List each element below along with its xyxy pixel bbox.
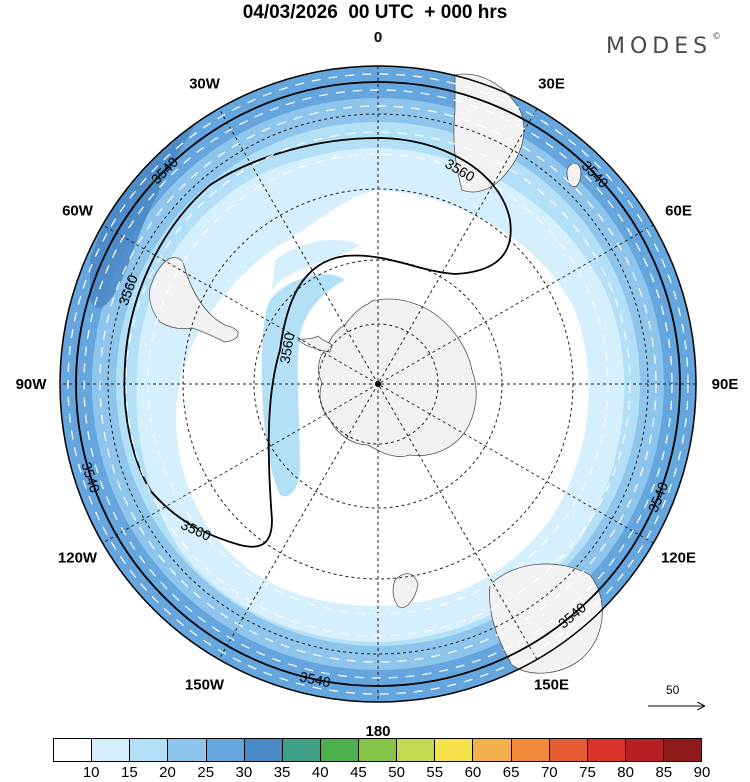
colorbar-label-45: 45 [350,764,367,781]
colorbar-label-75: 75 [579,764,596,781]
height-contours [75,81,681,687]
colorbar-swatch-2 [130,739,169,761]
lon-label-180: 180 [365,723,390,740]
antarctica [297,298,477,457]
colorbar-swatch-0 [54,739,93,761]
antarctic-peninsula [297,335,333,353]
colorbar-labels: 10 15 20 25 30 35 40 45 50 55 60 65 70 75 80 85 90 [53,764,711,782]
brand-mark: © [712,32,722,42]
streamline-3 [99,105,657,663]
colorbar-swatch-1 [92,739,131,761]
colorbar-swatch-4 [206,739,245,761]
lon-label-120w: 120W [58,550,98,567]
lon-label-0: 0 [374,29,382,46]
lon-label-60w: 60W [62,203,94,220]
colorbar-label-35: 35 [273,764,291,781]
colorbar-label-40: 40 [311,764,329,781]
streamline-4 [125,131,631,637]
brand-name: MODES [606,34,713,59]
brand-logo: MODES© [606,32,722,59]
colorbar-swatch-8 [359,739,398,761]
colorbar-label-50: 50 [388,764,405,781]
colorbar-label-70: 70 [540,764,558,781]
lon-label-30w: 30W [189,76,221,93]
colorbar-label-15: 15 [121,764,138,781]
colorbar-swatch-12 [511,739,550,761]
lon-label-90w: 90W [16,376,48,393]
new-zealand [392,573,419,608]
colorbar-swatch-6 [282,739,321,761]
madagascar [566,163,582,188]
colorbar-swatch-11 [473,739,512,761]
colorbar-swatch-16 [664,739,702,761]
contour-3540 [75,81,681,687]
antarctica-landmass [318,298,477,457]
colorbar-swatch-15 [625,739,664,761]
colorbar-swatch-9 [397,739,436,761]
colorbar-label-20: 20 [159,764,176,781]
colorbar-swatch-10 [435,739,474,761]
shade-band-35-nw [90,100,210,308]
colorbar-label-10: 10 [82,764,100,781]
colorbar-swatch-7 [320,739,359,761]
colorbar-label-30: 30 [235,764,253,781]
lon-label-150e: 150E [534,677,569,694]
colorbar-label-25: 25 [197,764,215,781]
lon-label-60e: 60E [665,203,692,220]
streamline-1 [67,73,689,695]
australia [489,563,603,674]
contour-label-3560-inner: 3560 [276,331,297,365]
colorbar-swatch-3 [168,739,207,761]
colorbar-swatch-5 [244,739,283,761]
reference-vector-label: 50 [666,683,680,697]
colorbar-label-90: 90 [693,764,711,781]
colorbar-label-85: 85 [655,764,673,781]
colorbar-label-80: 80 [617,764,634,781]
south-pole-dot [375,381,381,387]
streamline-2 [83,89,673,679]
contour-3560 [123,137,512,548]
colorbar [53,738,702,762]
outer-boundary [59,65,697,703]
lon-label-120e: 120E [661,550,696,567]
streamline-5 [147,153,609,615]
colorbar-label-65: 65 [502,764,520,781]
longitude-labels: 0 30E 60E 90E 120E 150E 180 150W 120W 90W 60W 30W [16,29,739,740]
colorbar-label-60: 60 [464,764,482,781]
lon-label-90e: 90E [712,376,739,393]
colorbar-swatch-14 [587,739,626,761]
lon-label-30e: 30E [538,76,565,93]
continents [149,73,603,674]
jet-streak-west-2 [272,240,360,290]
lon-label-150w: 150W [185,677,225,694]
colorbar-swatch-13 [549,739,588,761]
colorbar-label-55: 55 [426,764,444,781]
streamlines [67,73,689,695]
map-title: 04/03/2026 00 UTC + 000 hrs [242,2,508,23]
contour-label-3540-s: 3540 [298,668,332,690]
